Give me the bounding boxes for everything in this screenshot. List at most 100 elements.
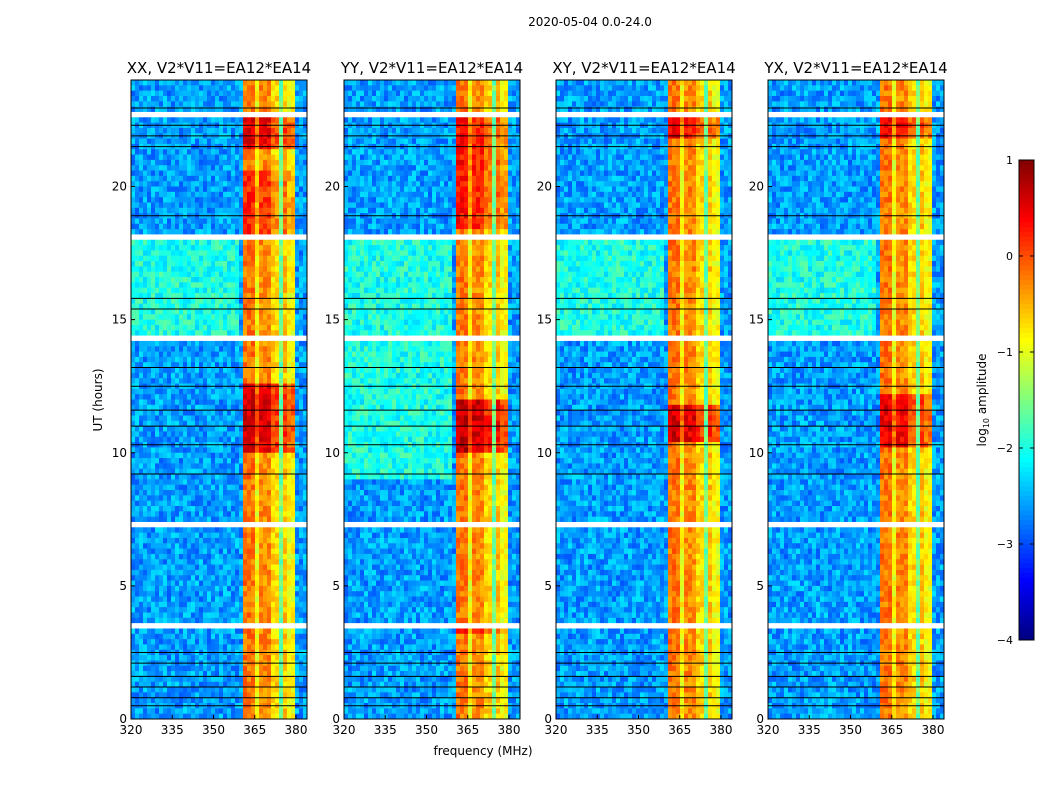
heatmap-cell <box>183 601 188 608</box>
heatmap-cell <box>231 553 236 560</box>
heatmap-cell <box>143 580 148 587</box>
heatmap-cell <box>287 591 292 597</box>
heatmap-cell <box>131 463 136 470</box>
heatmap-cell <box>203 644 208 651</box>
heatmap-cell <box>303 468 308 475</box>
heatmap-cell <box>291 500 296 507</box>
heatmap-cell <box>195 569 200 576</box>
heatmap-cell <box>271 277 276 283</box>
heatmap-cell <box>179 282 184 289</box>
heatmap-cell <box>263 266 268 273</box>
heatmap-cell <box>167 324 172 331</box>
heatmap-cell <box>163 149 168 155</box>
heatmap-cell <box>259 223 264 230</box>
heatmap-cell <box>199 468 204 475</box>
heatmap-cell <box>291 106 296 113</box>
heatmap-cell <box>187 426 192 432</box>
heatmap-cell <box>191 681 196 688</box>
heatmap-cell <box>263 287 268 294</box>
heatmap-cell <box>171 410 176 416</box>
heatmap-cell <box>183 639 188 645</box>
heatmap-cell <box>199 655 204 661</box>
heatmap-cell <box>215 250 220 257</box>
heatmap-cell <box>211 468 216 475</box>
heatmap-cell <box>159 655 164 661</box>
heatmap-cell <box>187 399 192 406</box>
heatmap-cell <box>255 532 260 539</box>
heatmap-cell <box>255 117 260 124</box>
heatmap-cell <box>147 117 152 124</box>
heatmap-cell <box>299 207 304 214</box>
heatmap-cell <box>271 559 276 565</box>
heatmap-cell <box>147 271 152 278</box>
heatmap-cell <box>167 447 172 454</box>
heatmap-cell <box>235 644 240 651</box>
heatmap-cell <box>255 543 260 550</box>
heatmap-cell <box>275 175 280 182</box>
heatmap-cell <box>147 340 152 347</box>
heatmap-cell <box>175 671 180 677</box>
heatmap-cell <box>175 468 180 475</box>
heatmap-cell <box>239 186 244 193</box>
heatmap-cell <box>199 229 204 235</box>
heatmap-cell <box>251 559 256 565</box>
heatmap-cell <box>263 490 268 496</box>
heatmap-cell <box>299 591 304 597</box>
heatmap-cell <box>163 324 168 331</box>
heatmap-cell <box>259 644 264 651</box>
heatmap-cell <box>275 601 280 608</box>
heatmap-cell <box>247 537 252 544</box>
heatmap-cell <box>235 154 240 161</box>
heatmap-cell <box>199 415 204 422</box>
heatmap-cell <box>179 175 184 182</box>
heatmap-cell <box>239 367 244 374</box>
heatmap-cell <box>167 271 172 278</box>
heatmap-cell <box>211 234 216 241</box>
heatmap-cell <box>227 617 232 624</box>
heatmap-cell <box>179 553 184 560</box>
heatmap-cell <box>279 319 284 326</box>
heatmap-cell <box>143 495 148 502</box>
heatmap-cell <box>299 580 304 587</box>
heatmap-cell <box>263 335 268 342</box>
heatmap-cell <box>271 463 276 470</box>
heatmap-cell <box>303 170 308 177</box>
heatmap-cell <box>171 521 176 528</box>
heatmap-cell <box>175 319 180 326</box>
heatmap-cell <box>243 181 248 187</box>
heatmap-cell <box>275 85 280 92</box>
heatmap-cell <box>135 324 140 331</box>
heatmap-cell <box>171 165 176 171</box>
heatmap-cell <box>199 314 204 321</box>
heatmap-cell <box>255 319 260 326</box>
heatmap-cell <box>215 90 220 97</box>
heatmap-cell <box>255 601 260 608</box>
heatmap-cell <box>239 463 244 470</box>
heatmap-cell <box>295 607 300 613</box>
heatmap-cell <box>303 250 308 257</box>
heatmap-cell <box>235 676 240 683</box>
heatmap-cell <box>251 575 256 581</box>
heatmap-cell <box>263 202 268 209</box>
heatmap-cell <box>135 569 140 576</box>
heatmap-cell <box>243 580 248 587</box>
heatmap-cell <box>215 537 220 544</box>
heatmap-cell <box>183 191 188 198</box>
heatmap-cell <box>199 303 204 310</box>
heatmap-cell <box>179 271 184 278</box>
heatmap-cell <box>199 85 204 92</box>
heatmap-cell <box>223 431 228 438</box>
heatmap-cell <box>227 623 232 629</box>
heatmap-cell <box>251 154 256 161</box>
heatmap-cell <box>163 202 168 209</box>
heatmap-cell <box>151 506 156 512</box>
heatmap-cell <box>291 191 296 198</box>
heatmap-cell <box>271 426 276 432</box>
heatmap-cell <box>155 117 160 124</box>
heatmap-cell <box>295 154 300 161</box>
heatmap-cell <box>287 95 292 102</box>
heatmap-cell <box>187 607 192 613</box>
heatmap-cell <box>195 591 200 597</box>
heatmap-cell <box>207 436 212 443</box>
